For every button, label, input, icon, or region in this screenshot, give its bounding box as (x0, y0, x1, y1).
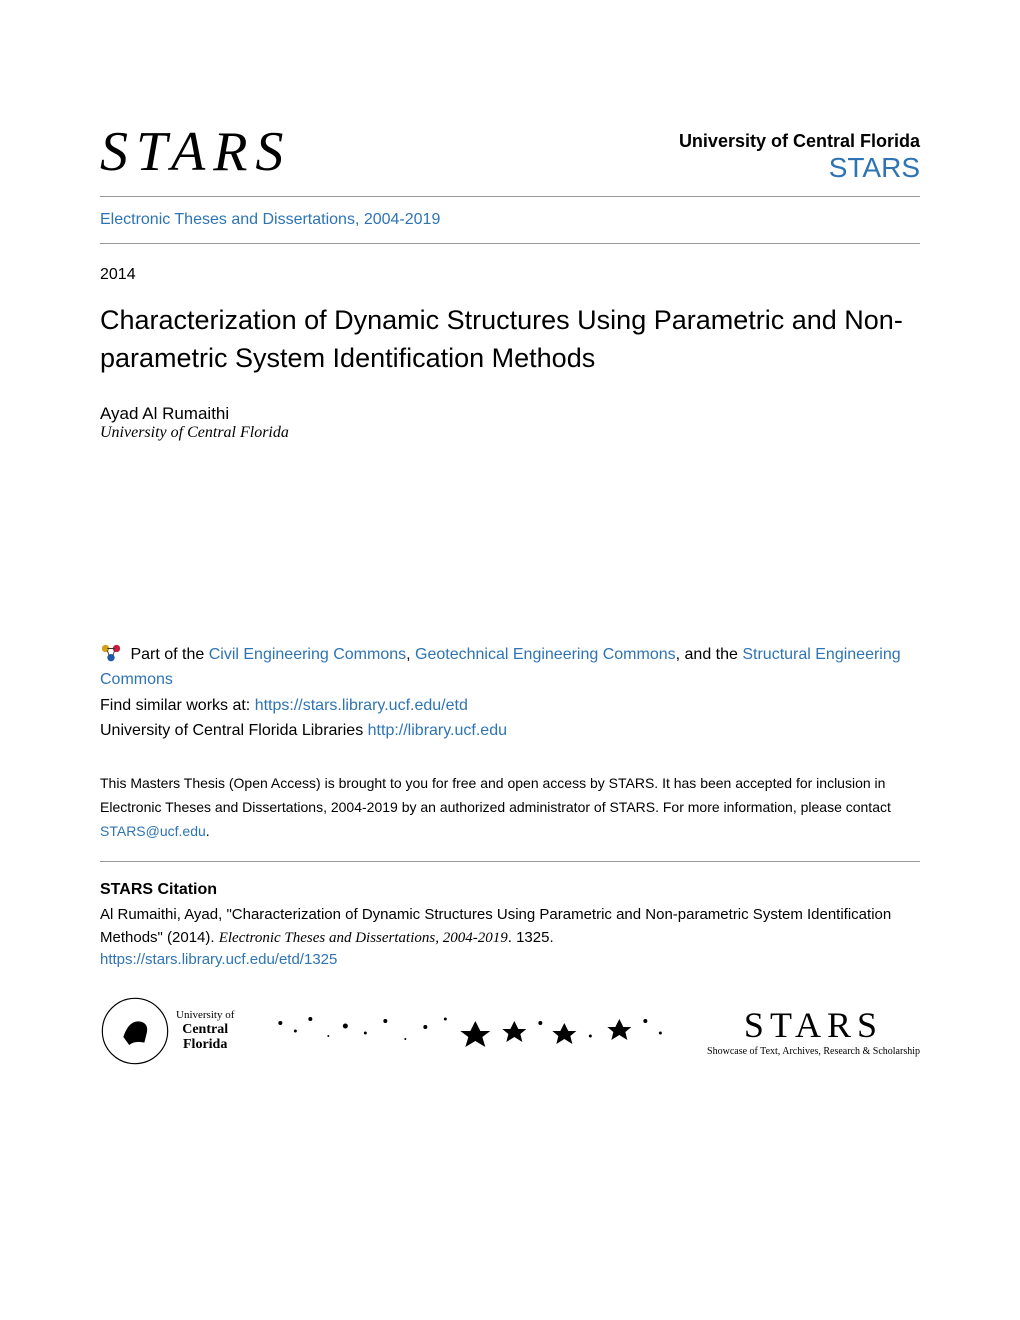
citation-section: STARS Citation Al Rumaithi, Ayad, "Chara… (100, 878, 920, 972)
author-affiliation: University of Central Florida (100, 424, 920, 442)
commons-links-line: Part of the Civil Engineering Commons, G… (100, 642, 920, 693)
network-icon (100, 643, 122, 665)
commons-section: Part of the Civil Engineering Commons, G… (100, 642, 920, 744)
document-title: Characterization of Dynamic Structures U… (100, 302, 920, 378)
commons-sep2: , and the (676, 646, 743, 663)
libraries-prefix: University of Central Florida Libraries (100, 722, 368, 739)
disclaimer-part1: This Masters Thesis (Open Access) is bro… (100, 775, 891, 815)
university-name: University of Central Florida (679, 131, 920, 152)
breadcrumb-link[interactable]: Electronic Theses and Dissertations, 200… (100, 211, 440, 228)
find-similar-link[interactable]: https://stars.library.ucf.edu/etd (255, 697, 468, 714)
ucf-line1: University of (176, 1009, 234, 1021)
pegasus-icon (100, 996, 170, 1066)
citation-text2: . 1325. (508, 929, 554, 946)
find-similar-prefix: Find similar works at: (100, 697, 255, 714)
footer-logos: University of Central Florida STARS Show… (100, 996, 920, 1066)
footer-stars-block: STARS Showcase of Text, Archives, Resear… (707, 1004, 920, 1057)
disclaimer-part2: . (206, 823, 210, 839)
commons-link-geotech[interactable]: Geotechnical Engineering Commons (415, 646, 676, 663)
commons-prefix: Part of the (130, 646, 208, 663)
contact-email-link[interactable]: STARS@ucf.edu (100, 823, 206, 839)
author-name: Ayad Al Rumaithi (100, 404, 920, 424)
citation-heading: STARS Citation (100, 878, 920, 902)
divider-breadcrumb (100, 243, 920, 244)
libraries-line: University of Central Florida Libraries … (100, 718, 920, 744)
divider-citation (100, 861, 920, 862)
citation-series: Electronic Theses and Dissertations, 200… (219, 930, 508, 946)
commons-sep1: , (406, 646, 415, 663)
disclaimer-text: This Masters Thesis (Open Access) is bro… (100, 772, 920, 843)
commons-link-civil[interactable]: Civil Engineering Commons (209, 646, 406, 663)
breadcrumb: Electronic Theses and Dissertations, 200… (100, 197, 920, 243)
university-block: University of Central Florida STARS (679, 131, 920, 184)
stars-header-link[interactable]: STARS (829, 152, 920, 183)
footer-stars-logo: STARS (707, 1004, 920, 1046)
footer-tagline: Showcase of Text, Archives, Research & S… (707, 1046, 920, 1057)
header-row: STARS University of Central Florida STAR… (100, 120, 920, 196)
ucf-logo-block: University of Central Florida (100, 996, 234, 1066)
ucf-text-block: University of Central Florida (176, 1009, 234, 1052)
dots-trail-icon (254, 1011, 687, 1051)
citation-body: Al Rumaithi, Ayad, "Characterization of … (100, 904, 920, 949)
publication-year: 2014 (100, 266, 920, 284)
stars-logo: STARS (100, 120, 291, 184)
ucf-line2: Central (176, 1022, 234, 1037)
find-similar-line: Find similar works at: https://stars.lib… (100, 693, 920, 719)
citation-url-link[interactable]: https://stars.library.ucf.edu/etd/1325 (100, 951, 337, 968)
libraries-link[interactable]: http://library.ucf.edu (368, 722, 507, 739)
ucf-line3: Florida (176, 1037, 234, 1052)
